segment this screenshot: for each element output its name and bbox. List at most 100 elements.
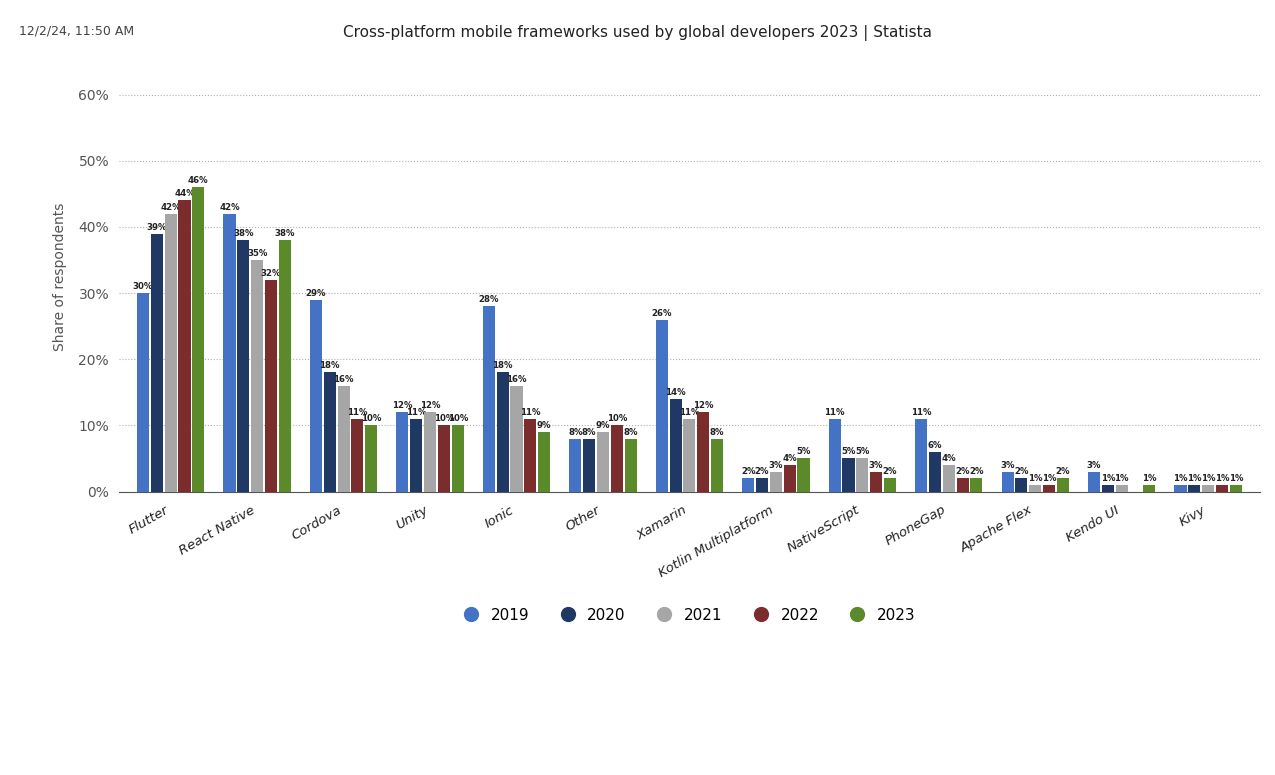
Bar [1202,485,1214,491]
Bar [683,418,695,491]
Text: 38%: 38% [274,229,295,238]
Bar [970,478,983,491]
Text: 12%: 12% [419,401,440,410]
Bar [1216,485,1228,491]
Text: 38%: 38% [233,229,254,238]
Bar [365,425,377,491]
Text: 28%: 28% [478,295,499,305]
Text: 5%: 5% [797,447,811,456]
Text: 10%: 10% [607,415,627,423]
Bar [1015,478,1028,491]
Bar [1144,485,1155,491]
Text: 10%: 10% [434,415,454,423]
Bar [697,412,709,491]
Text: 39%: 39% [147,222,167,232]
Text: 26%: 26% [652,308,672,318]
Text: 11%: 11% [520,408,541,417]
Bar [397,412,408,491]
Text: 8%: 8% [581,428,597,436]
Bar [669,399,682,491]
Text: 2%: 2% [755,467,769,477]
Text: 1%: 1% [1173,474,1188,483]
Bar [136,293,149,491]
Text: 42%: 42% [219,203,240,212]
Bar [1029,485,1042,491]
Bar [524,418,537,491]
Bar [251,260,263,491]
Bar [711,439,723,491]
Bar [915,418,927,491]
Text: 10%: 10% [448,415,468,423]
Text: 1%: 1% [1100,474,1116,483]
Bar [597,432,609,491]
Text: 3%: 3% [769,460,783,470]
Text: 11%: 11% [347,408,367,417]
Text: 30%: 30% [133,282,153,291]
Bar [223,214,236,491]
Text: 2%: 2% [882,467,898,477]
Text: 2%: 2% [955,467,970,477]
Text: 32%: 32% [261,269,282,278]
Bar [324,373,335,491]
Text: 10%: 10% [361,415,381,423]
Bar [829,418,840,491]
Text: 1%: 1% [1201,474,1215,483]
Text: 16%: 16% [333,374,354,384]
Text: 44%: 44% [175,189,195,198]
Text: 2%: 2% [1056,467,1070,477]
Bar [338,386,349,491]
Text: 1%: 1% [1028,474,1043,483]
Text: 8%: 8% [710,428,724,436]
Bar [483,306,495,491]
Bar [756,478,768,491]
Bar [411,418,422,491]
Bar [1057,478,1068,491]
Bar [942,465,955,491]
Text: Cross-platform mobile frameworks used by global developers 2023 | Statista: Cross-platform mobile frameworks used by… [343,25,932,41]
Bar [1116,485,1127,491]
Bar [742,478,755,491]
Bar [352,418,363,491]
Bar [857,459,868,491]
Text: 16%: 16% [506,374,527,384]
Text: 6%: 6% [928,441,942,450]
Legend: 2019, 2020, 2021, 2022, 2023: 2019, 2020, 2021, 2022, 2023 [456,602,922,629]
Bar [784,465,796,491]
Bar [437,425,450,491]
Bar [150,233,163,491]
Bar [265,280,277,491]
Text: 14%: 14% [666,388,686,397]
Text: 12%: 12% [393,401,413,410]
Bar [797,459,810,491]
Text: 1%: 1% [1229,474,1243,483]
Bar [425,412,436,491]
Text: 2%: 2% [1014,467,1029,477]
Text: 4%: 4% [941,454,956,463]
Text: 3%: 3% [1086,460,1102,470]
Bar [279,240,291,491]
Bar [1102,485,1114,491]
Bar [655,319,668,491]
Text: 11%: 11% [680,408,700,417]
Text: 4%: 4% [783,454,797,463]
Bar [1188,485,1200,491]
Text: 3%: 3% [868,460,884,470]
Bar [451,425,464,491]
Bar [310,300,323,491]
Bar [870,472,882,491]
Bar [538,432,551,491]
Text: 2%: 2% [969,467,984,477]
Bar [843,459,854,491]
Bar [1174,485,1187,491]
Text: 35%: 35% [247,249,268,258]
Text: 9%: 9% [537,421,551,430]
Bar [1088,472,1100,491]
Bar [929,452,941,491]
Text: 11%: 11% [825,408,845,417]
Bar [193,188,204,491]
Text: 1%: 1% [1042,474,1056,483]
Bar [237,240,250,491]
Text: 1%: 1% [1114,474,1128,483]
Bar [625,439,636,491]
Text: 42%: 42% [161,203,181,212]
